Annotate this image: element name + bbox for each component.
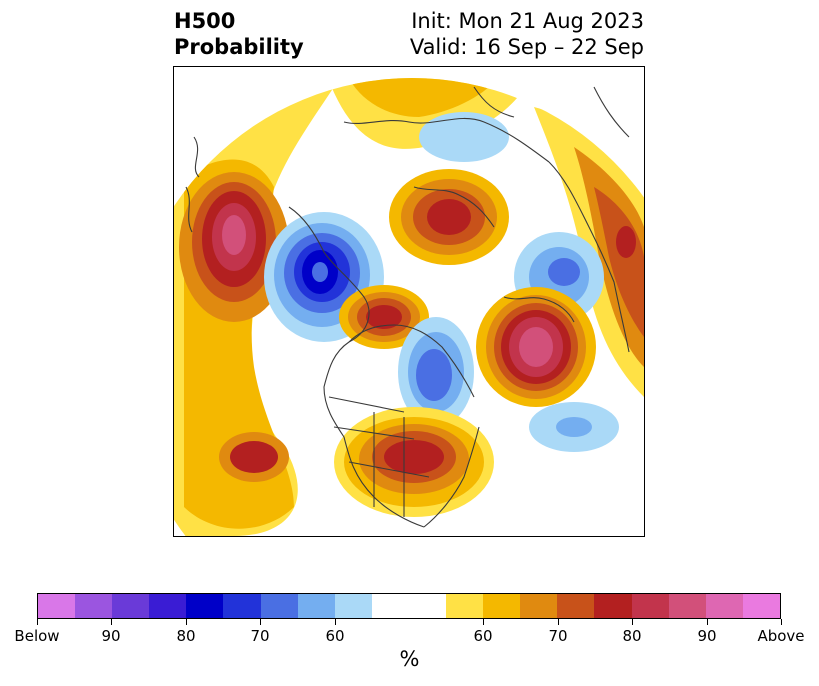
colorbar-swatch — [260, 594, 298, 618]
colorbar-swatch — [483, 594, 521, 618]
colorbar-tick-label: 60 — [473, 627, 493, 645]
colorbar-swatch — [149, 594, 187, 618]
map-graphic — [174, 78, 644, 536]
colorbar-tick — [186, 619, 187, 625]
colorbar-tick — [707, 619, 708, 625]
init-date: Init: Mon 21 Aug 2023 — [411, 9, 644, 33]
colorbar-tick — [483, 619, 484, 625]
colorbar-unit-label: % — [399, 647, 420, 671]
colorbar-tick — [37, 619, 38, 625]
colorbar-swatch — [408, 594, 447, 618]
colorbar-tick — [781, 619, 782, 625]
colorbar-swatch — [705, 594, 743, 618]
title-right: Init: Mon 21 Aug 2023 Valid: 16 Sep – 22… — [410, 8, 644, 60]
colorbar-tick — [111, 619, 112, 625]
colorbar-tick — [558, 619, 559, 625]
colorbar-tick — [632, 619, 633, 625]
valid-dates: Valid: 16 Sep – 22 Sep — [409, 35, 644, 59]
colorbar-tick-label: Below — [14, 627, 60, 645]
colorbar-tick-label: 80 — [176, 627, 196, 645]
colorbar-swatch — [297, 594, 335, 618]
colorbar-tick-label: 60 — [325, 627, 345, 645]
colorbar-swatch — [223, 594, 261, 618]
title-left: H500 Probability — [174, 8, 304, 60]
probability-map — [173, 66, 645, 537]
variable-title: H500 — [174, 9, 236, 33]
colorbar-tick — [335, 619, 336, 625]
colorbar-tick-label: 90 — [697, 627, 717, 645]
colorbar-tick-label: Above — [757, 627, 805, 645]
colorbar-tick — [260, 619, 261, 625]
colorbar-swatch — [446, 594, 484, 618]
colorbar-swatch — [334, 594, 372, 618]
colorbar-swatch — [186, 594, 224, 618]
colorbar-swatch — [371, 594, 409, 618]
colorbar — [37, 593, 781, 619]
colorbar-swatch — [668, 594, 706, 618]
colorbar-swatch — [557, 594, 595, 618]
colorbar-tick-label: 70 — [548, 627, 568, 645]
colorbar-swatch — [38, 594, 76, 618]
colorbar-swatch — [742, 594, 780, 618]
product-title: Probability — [174, 35, 304, 59]
colorbar-swatch — [112, 594, 150, 618]
colorbar-swatch — [75, 594, 113, 618]
colorbar-tick-label: 90 — [101, 627, 121, 645]
colorbar-tick-label: 80 — [622, 627, 642, 645]
colorbar-swatch — [520, 594, 558, 618]
colorbar-tick-label: 70 — [250, 627, 270, 645]
colorbar-swatch — [631, 594, 669, 618]
colorbar-swatch — [594, 594, 632, 618]
